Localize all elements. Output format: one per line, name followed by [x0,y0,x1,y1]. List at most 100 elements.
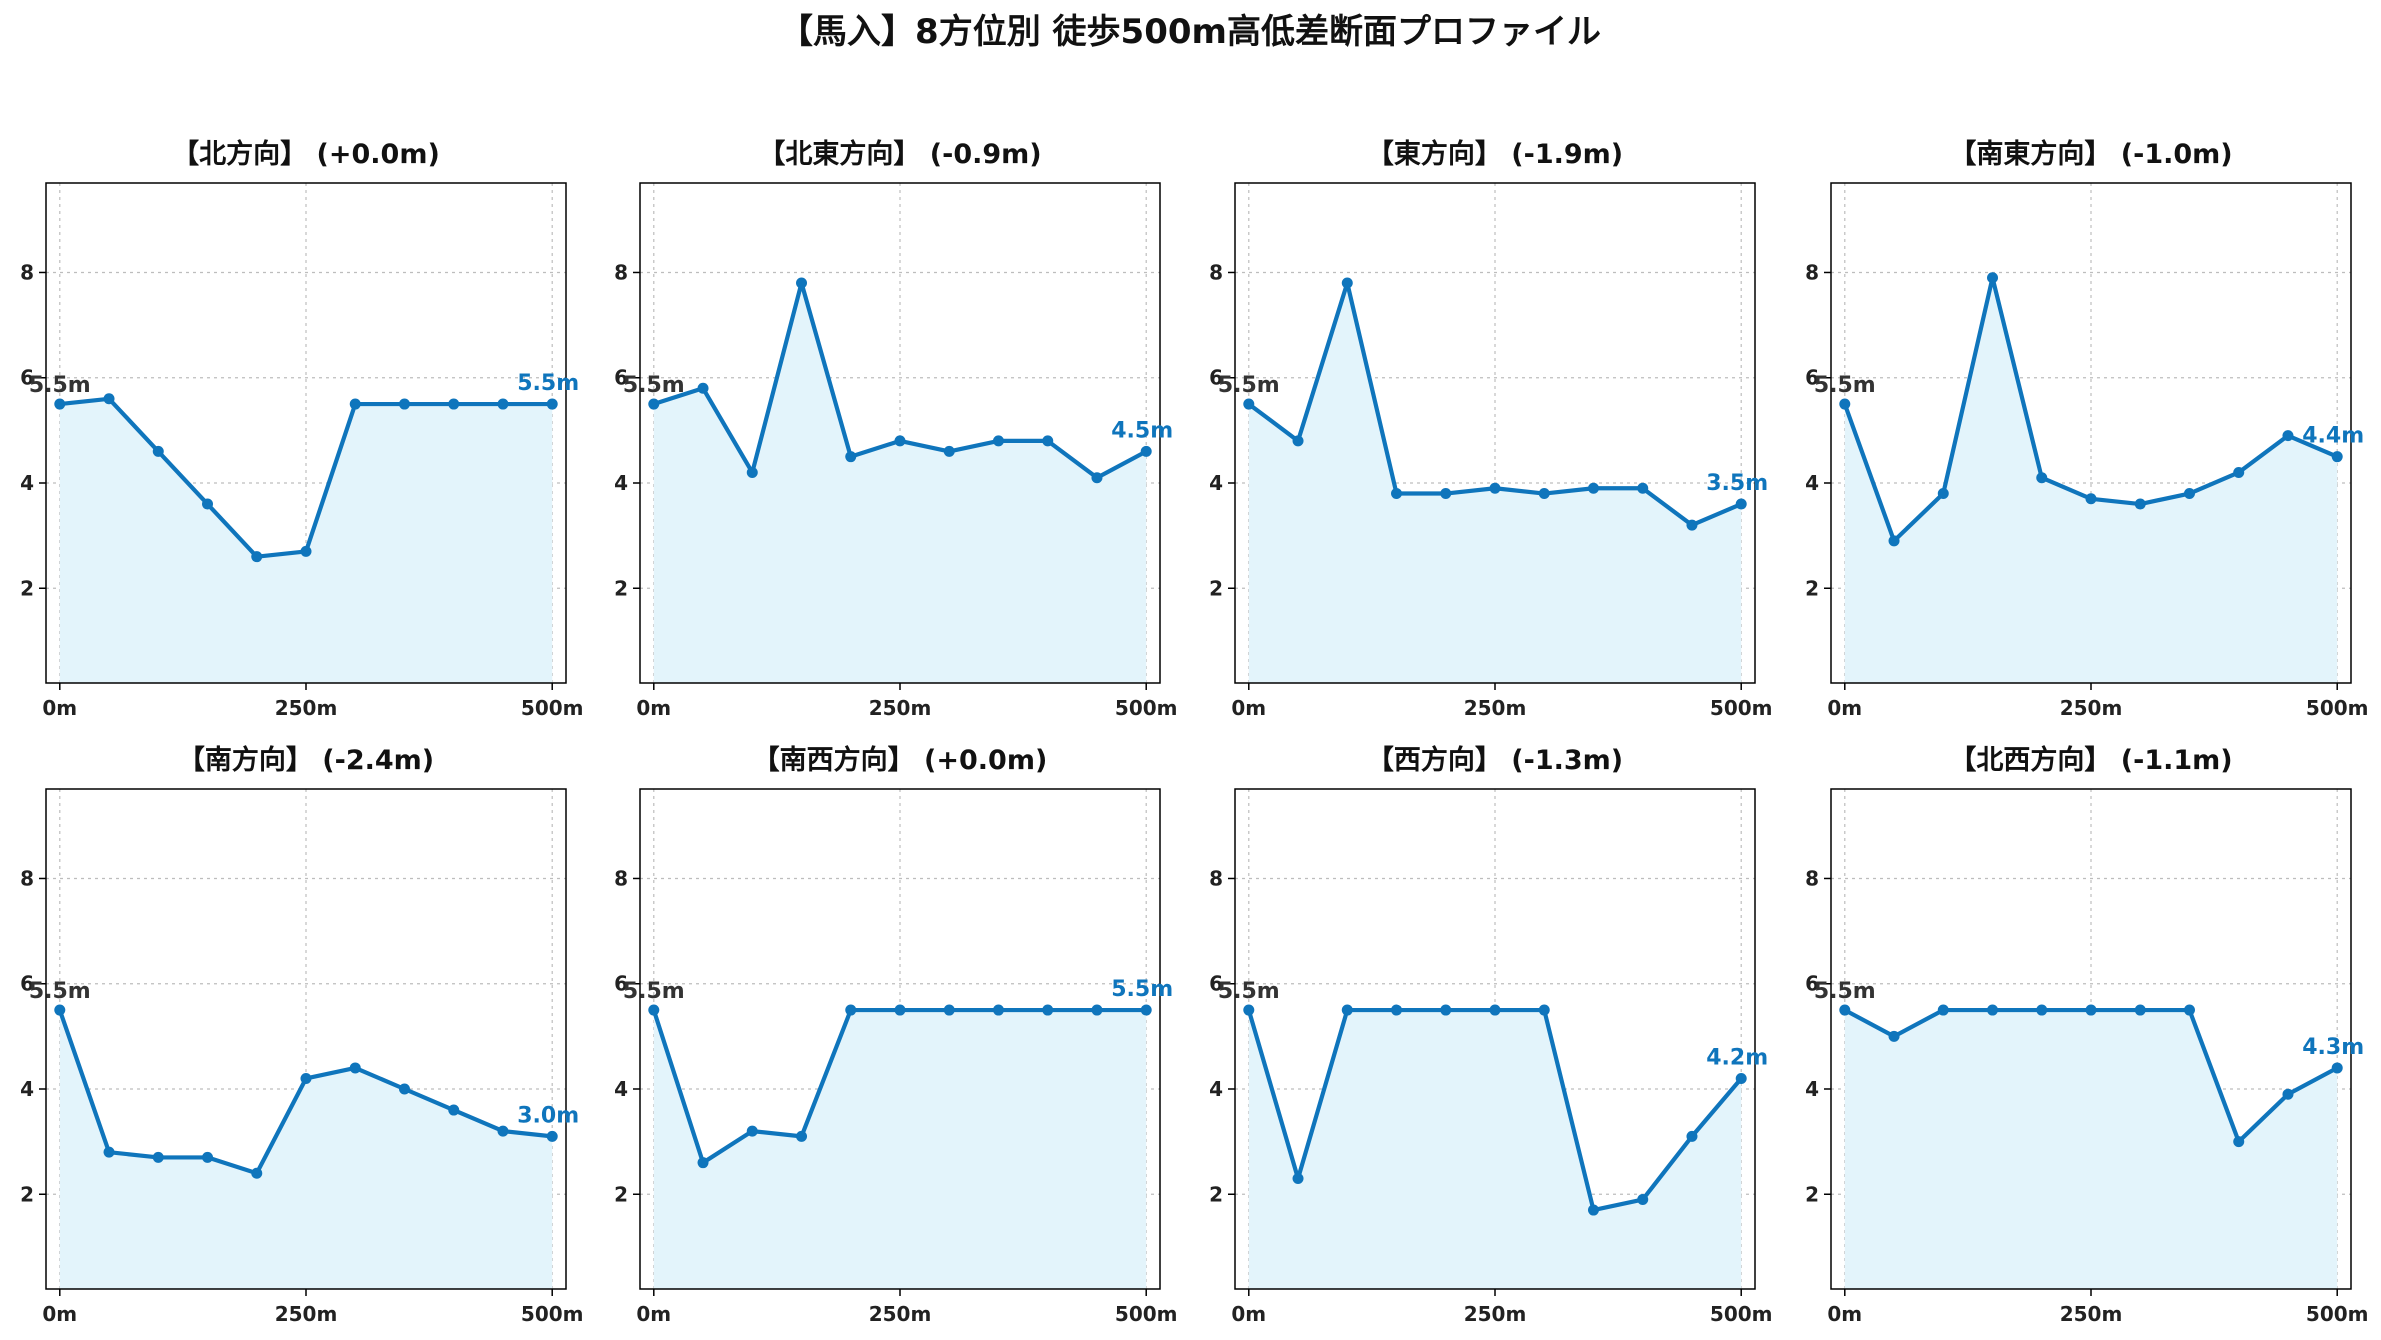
end-elevation-label: 3.0m [517,1103,579,1128]
elevation-area [1844,1010,2338,1289]
y-tick-label: 8 [20,260,34,284]
elevation-point [1937,488,1949,500]
elevation-point [845,1004,857,1016]
elevation-point [2134,498,2146,510]
elevation-point [497,398,509,410]
elevation-point [398,1083,410,1095]
profile-panel: 【東方向】 (-1.9m) 0m 250m 500m 2 4 6 8 5.5m 3.5m [1209,138,1772,720]
end-elevation-label: 3.5m [1706,471,1768,496]
end-elevation-label: 5.5m [517,371,579,396]
start-elevation-label: 5.5m [1218,979,1280,1004]
y-tick-label: 2 [614,576,628,600]
start-elevation-label: 5.5m [623,979,685,1004]
elevation-area [1844,277,2338,683]
elevation-point [2085,1004,2097,1016]
elevation-point [2085,493,2097,505]
elevation-point [697,382,709,394]
x-tick-label: 0m [42,696,77,720]
elevation-point [152,1151,164,1163]
elevation-point [300,545,312,557]
elevation-point [1735,498,1747,510]
elevation-point [398,398,410,410]
y-tick-label: 2 [1209,576,1223,600]
elevation-area [1248,283,1742,683]
elevation-point [1637,1194,1649,1206]
elevation-point [349,398,361,410]
start-elevation-label: 5.5m [623,373,685,398]
x-tick-label: 0m [636,696,671,720]
panel-title: 【西方向】 (-1.3m) [1367,744,1623,776]
x-tick-label: 250m [869,696,932,720]
x-tick-label: 250m [1464,1302,1527,1326]
x-tick-label: 500m [2306,1302,2369,1326]
elevation-point [992,435,1004,447]
x-tick-label: 250m [2060,1302,2123,1326]
elevation-point [103,1146,115,1158]
elevation-point [1987,1004,1999,1016]
elevation-point [2134,1004,2146,1016]
elevation-point [2331,1062,2343,1074]
panel-title: 【南東方向】 (-1.0m) [1949,138,2232,170]
panel-title: 【北方向】 (+0.0m) [172,138,440,170]
x-tick-label: 250m [869,1302,932,1326]
elevation-point [2331,451,2343,463]
x-tick-label: 250m [275,1302,338,1326]
x-tick-label: 500m [2306,696,2369,720]
elevation-area [653,283,1147,683]
y-tick-label: 4 [614,1077,628,1101]
elevation-point [1091,472,1103,484]
panel-title: 【東方向】 (-1.9m) [1367,138,1623,170]
x-tick-label: 0m [1231,696,1266,720]
elevation-point [894,435,906,447]
y-tick-label: 4 [1209,1077,1223,1101]
elevation-point [202,498,214,510]
x-tick-label: 250m [2060,696,2123,720]
elevation-point [1341,1004,1353,1016]
x-tick-label: 250m [275,696,338,720]
elevation-point [1538,1004,1550,1016]
end-elevation-label: 4.5m [1111,418,1173,443]
elevation-point [2233,466,2245,478]
y-tick-label: 6 [20,366,34,390]
x-tick-label: 500m [521,696,584,720]
start-elevation-label: 5.5m [1218,373,1280,398]
x-tick-label: 0m [1231,1302,1266,1326]
x-tick-label: 0m [1827,1302,1862,1326]
elevation-point [152,445,164,457]
figure-title: 【馬入】8方位別 徒歩500m高低差断面プロファイル [779,12,1601,52]
elevation-point [1042,1004,1054,1016]
profile-panel: 【南東方向】 (-1.0m) 0m 250m 500m 2 4 6 8 5.5m 4.4m [1805,138,2368,720]
start-elevation-label: 5.5m [29,373,91,398]
y-tick-label: 6 [1209,972,1223,996]
profile-panel: 【南西方向】 (+0.0m) 0m 250m 500m 2 4 6 8 5.5m 5.5m [614,744,1177,1326]
elevation-point [1140,1004,1152,1016]
y-tick-label: 4 [1805,1077,1819,1101]
elevation-point [648,398,660,410]
start-elevation-label: 5.5m [1814,373,1876,398]
y-tick-label: 8 [1805,866,1819,890]
elevation-point [1091,1004,1103,1016]
elevation-point [2282,1088,2294,1100]
panel-title: 【南西方向】 (+0.0m) [753,744,1048,776]
y-tick-label: 4 [20,471,34,495]
elevation-point [1888,1030,1900,1042]
elevation-point [1637,482,1649,494]
elevation-point [992,1004,1004,1016]
y-tick-label: 2 [1805,1182,1819,1206]
end-elevation-label: 4.2m [1706,1045,1768,1070]
elevation-point [1243,1004,1255,1016]
elevation-point [2036,1004,2048,1016]
y-tick-label: 6 [614,972,628,996]
y-tick-label: 6 [1805,366,1819,390]
y-tick-label: 8 [1209,260,1223,284]
elevation-point [1735,1072,1747,1084]
x-tick-label: 500m [1115,696,1178,720]
y-tick-label: 2 [1805,576,1819,600]
elevation-point [2036,472,2048,484]
elevation-point [648,1004,660,1016]
elevation-point [845,451,857,463]
x-tick-label: 500m [1115,1302,1178,1326]
y-tick-label: 8 [1209,866,1223,890]
